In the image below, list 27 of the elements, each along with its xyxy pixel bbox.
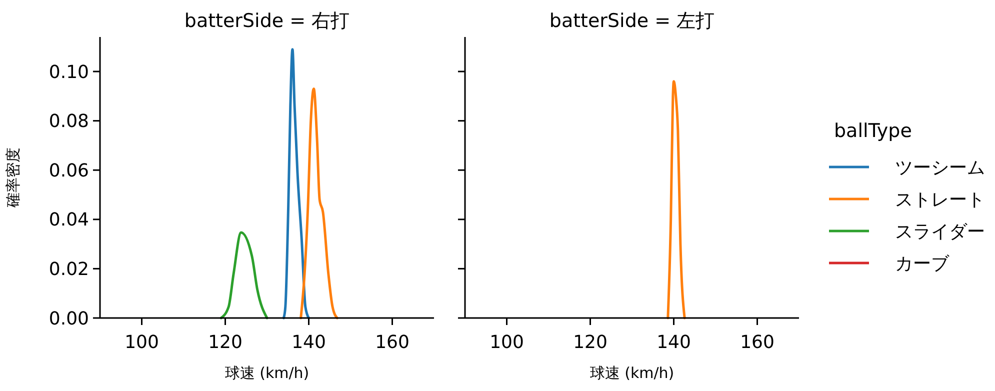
legend-label: カーブ <box>895 253 950 274</box>
y-tick-label: 0.06 <box>48 160 89 182</box>
y-axis-title: 確率密度 <box>4 148 22 208</box>
chart-title: batterSide = 左打 <box>549 10 715 32</box>
x-tick-label: 140 <box>292 332 326 353</box>
x-tick-label: 120 <box>573 332 608 353</box>
x-tick-label: 140 <box>656 332 691 353</box>
chart-title: batterSide = 右打 <box>184 10 350 32</box>
line-series <box>300 88 338 320</box>
x-tick-label: 100 <box>124 332 159 353</box>
y-tick-label: 0.04 <box>48 210 89 231</box>
x-tick-label: 160 <box>375 332 410 353</box>
legend-label: スライダー <box>895 221 985 242</box>
legend-label: ストレート <box>895 189 985 210</box>
y-tick-label: 0.08 <box>48 111 89 132</box>
y-tick-label: 0.10 <box>48 62 89 83</box>
line-series <box>282 48 310 320</box>
x-tick-label: 160 <box>740 332 774 353</box>
legend-label: ツーシーム <box>895 157 985 178</box>
y-tick-label: 0.02 <box>48 259 89 280</box>
line-series <box>220 231 268 320</box>
x-axis-title: 球速 (km/h) <box>224 364 310 382</box>
legend-title: ballType <box>834 120 912 142</box>
x-tick-label: 100 <box>490 332 524 353</box>
x-tick-label: 120 <box>208 332 242 353</box>
x-axis-title: 球速 (km/h) <box>590 364 674 382</box>
y-tick-label: 0.00 <box>48 308 89 330</box>
